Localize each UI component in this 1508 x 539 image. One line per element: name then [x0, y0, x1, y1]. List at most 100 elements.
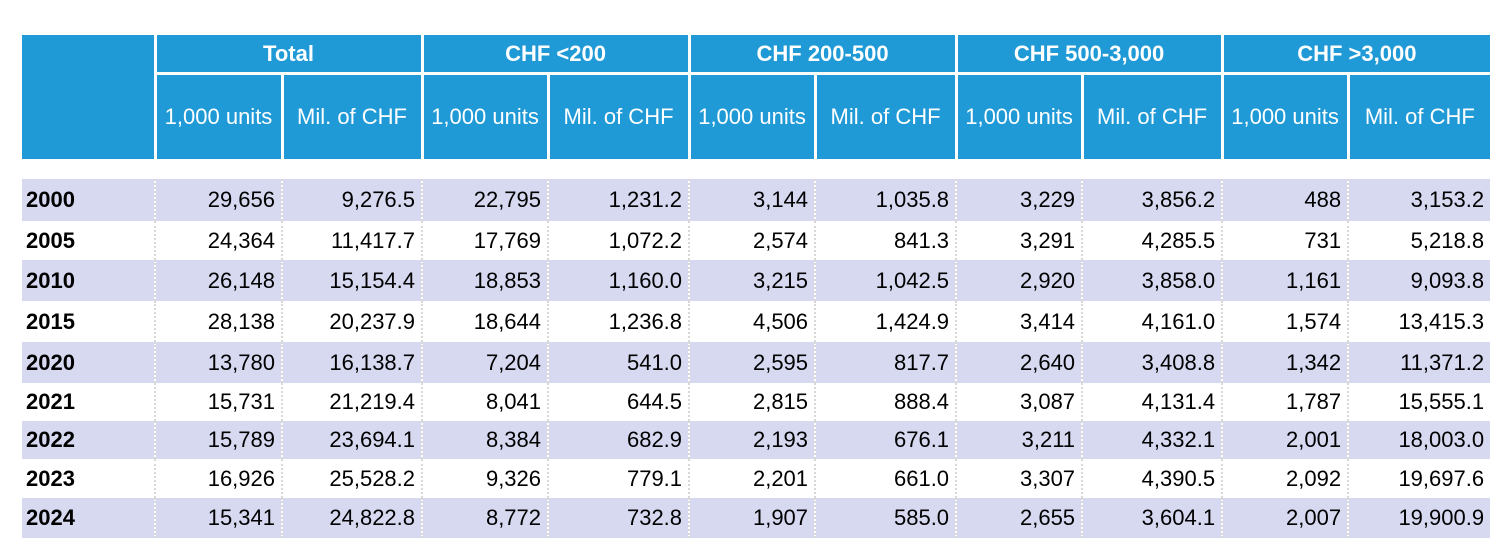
- table-cell: 3,215: [688, 260, 816, 301]
- table-cell: 585.0: [814, 498, 957, 538]
- subheader-text: 1,000 units: [965, 104, 1073, 129]
- subheader-text: 1,000 units: [698, 104, 806, 129]
- table-cell: 1,035.8: [814, 179, 957, 221]
- table-row: 2005 24,364 11,417.7 17,769 1,072.2 2,574 841.…: [22, 221, 1491, 260]
- table-cell: 2,574: [688, 221, 816, 260]
- table-cell: 26,148: [154, 260, 282, 301]
- table-cell: 488: [1221, 179, 1349, 221]
- subheader-text: Mil. of CHF: [1097, 104, 1208, 129]
- table-cell: 3,229: [955, 179, 1083, 221]
- header-row: Total CHF <200 CHF 200-500 CHF 500-3,000 CHF…: [22, 35, 1491, 159]
- table-cell: 18,644: [421, 301, 549, 342]
- table-cell: 11,417.7: [280, 221, 423, 260]
- subheader-cell: 1,000 units: [687, 73, 816, 159]
- group-header: Total: [153, 35, 423, 75]
- table-cell: 3,291: [955, 221, 1083, 260]
- table-cell: 2,595: [688, 342, 816, 383]
- subheader-cell: 1,000 units: [153, 73, 282, 159]
- table-cell: 682.9: [547, 421, 690, 459]
- row-label: 2005: [26, 227, 75, 253]
- table-cell: 20,237.9: [280, 301, 423, 342]
- table-cell: 2,193: [688, 421, 816, 459]
- row-label: 2021: [26, 389, 75, 414]
- subheader-text: 1,000 units: [164, 104, 273, 129]
- table-cell: 1,907: [688, 498, 816, 538]
- table-cell: 18,003.0: [1347, 421, 1491, 459]
- group-header: CHF <200: [420, 35, 690, 75]
- table-cell: 676.1: [814, 421, 957, 459]
- data-table: Total CHF <200 CHF 200-500 CHF 500-3,000 CHF…: [22, 35, 1491, 538]
- table-row: 2024 15,341 24,822.8 8,772 732.8 1,907 585.0 2,…: [22, 498, 1491, 538]
- table-cell: 3,153.2: [1347, 179, 1491, 221]
- table-cell: 5,218.8: [1347, 221, 1491, 260]
- table-cell: 1,160.0: [547, 260, 690, 301]
- row-label: 2024: [22, 498, 155, 538]
- table-row: 2015 28,138 20,237.9 18,644 1,236.8 4,506 1,42…: [22, 301, 1491, 342]
- table-cell: 1,574: [1221, 301, 1349, 342]
- table-cell: 644.5: [547, 383, 690, 421]
- subheader-cell: Mil. of CHF: [546, 73, 690, 159]
- table-cell: 3,856.2: [1081, 179, 1223, 221]
- table-cell: 24,822.8: [280, 498, 423, 538]
- table-cell: 4,332.1: [1081, 421, 1223, 459]
- subheader-row: 1,000 units Mil. of CHF 1,000 units Mil. of…: [22, 73, 1491, 159]
- table-cell: 1,424.9: [814, 301, 957, 342]
- subheader-text: Mil. of CHF: [1364, 104, 1475, 129]
- table-row: 2010 26,148 15,154.4 18,853 1,160.0 3,215 1,04…: [22, 260, 1491, 301]
- table-cell: 7,204: [421, 342, 549, 383]
- table-cell: 3,211: [955, 421, 1083, 459]
- table-cell: 16,138.7: [280, 342, 423, 383]
- table-cell: 4,131.4: [1081, 383, 1223, 421]
- table-cell: 2,092: [1221, 459, 1349, 498]
- table-row: 2020 13,780 16,138.7 7,204 541.0 2,595 817.7 2,…: [22, 342, 1491, 383]
- table-cell: 2,007: [1221, 498, 1349, 538]
- subheader-text: 1,000 units: [1231, 104, 1339, 129]
- subheader-cell: Mil. of CHF: [1346, 73, 1491, 159]
- subheader-text: Mil. of CHF: [563, 104, 674, 129]
- table-cell: 18,853: [421, 260, 549, 301]
- table-cell: 732.8: [547, 498, 690, 538]
- table-cell: 17,769: [421, 221, 549, 260]
- row-label: 2015: [26, 308, 75, 334]
- table-cell: 21,219.4: [280, 383, 423, 421]
- table-cell: 1,236.8: [547, 301, 690, 342]
- row-label: 2023: [26, 465, 75, 491]
- table-cell: 3,307: [955, 459, 1083, 498]
- subheader-cell: 1,000 units: [954, 73, 1083, 159]
- subheader-cell: Mil. of CHF: [813, 73, 957, 159]
- table-cell: 2,201: [688, 459, 816, 498]
- group-header: CHF 200-500: [687, 35, 957, 75]
- table-cell: 29,656: [154, 179, 282, 221]
- group-header: CHF 500-3,000: [954, 35, 1223, 75]
- table-cell: 1,042.5: [814, 260, 957, 301]
- table-cell: 15,731: [154, 383, 282, 421]
- table-cell: 1,161: [1221, 260, 1349, 301]
- table-cell: 19,900.9: [1347, 498, 1491, 538]
- table-cell: 15,341: [154, 498, 282, 538]
- table-cell: 13,780: [154, 342, 282, 383]
- table-cell: 2,920: [955, 260, 1083, 301]
- table-cell: 3,408.8: [1081, 342, 1223, 383]
- table-cell: 19,697.6: [1347, 459, 1491, 498]
- table-cell: 3,604.1: [1081, 498, 1223, 538]
- table-cell: 1,072.2: [547, 221, 690, 260]
- table-cell: 3,144: [688, 179, 816, 221]
- table-cell: 4,390.5: [1081, 459, 1223, 498]
- table-cell: 731: [1221, 221, 1349, 260]
- row-label: 2020: [22, 342, 155, 383]
- table-cell: 4,285.5: [1081, 221, 1223, 260]
- table-cell: 25,528.2: [280, 459, 423, 498]
- subheader-text: Mil. of CHF: [297, 104, 407, 129]
- table-row: 2000 29,656 9,276.5 22,795 1,231.2 3,144 1,035…: [22, 179, 1491, 221]
- table-row: 2023 16,926 25,528.2 9,326 779.1 2,201 661.0 3,…: [22, 459, 1491, 498]
- table-cell: 9,093.8: [1347, 260, 1491, 301]
- table-cell: 15,789: [154, 421, 282, 459]
- table-row: 2021 15,731 21,219.4 8,041 644.5 2,815 888.4 3,…: [22, 383, 1491, 421]
- row-label: 2022: [22, 421, 155, 459]
- table-cell: 4,161.0: [1081, 301, 1223, 342]
- table-cell: 9,326: [421, 459, 549, 498]
- table-cell: 4,506: [688, 301, 816, 342]
- table-cell: 8,772: [421, 498, 549, 538]
- table-cell: 3,414: [955, 301, 1083, 342]
